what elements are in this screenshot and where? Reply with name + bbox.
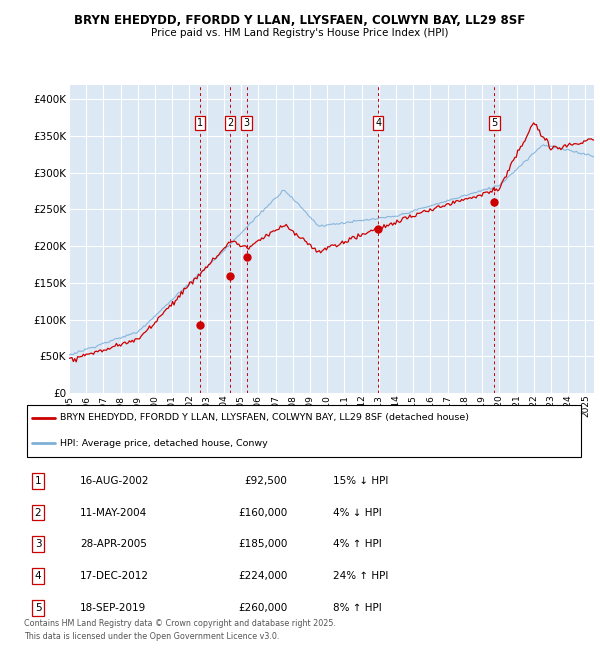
Text: 1: 1 <box>197 118 203 128</box>
Text: BRYN EHEDYDD, FFORDD Y LLAN, LLYSFAEN, COLWYN BAY, LL29 8SF (detached house): BRYN EHEDYDD, FFORDD Y LLAN, LLYSFAEN, C… <box>61 413 469 423</box>
Text: 4% ↓ HPI: 4% ↓ HPI <box>332 508 382 517</box>
Text: Contains HM Land Registry data © Crown copyright and database right 2025.: Contains HM Land Registry data © Crown c… <box>24 619 336 628</box>
Text: 4% ↑ HPI: 4% ↑ HPI <box>332 540 382 549</box>
Text: 24% ↑ HPI: 24% ↑ HPI <box>332 571 388 581</box>
Text: 2: 2 <box>227 118 233 128</box>
Text: £185,000: £185,000 <box>238 540 287 549</box>
Text: 4: 4 <box>375 118 381 128</box>
FancyBboxPatch shape <box>27 405 581 456</box>
Text: 2: 2 <box>35 508 41 517</box>
Text: 3: 3 <box>244 118 250 128</box>
Text: 3: 3 <box>35 540 41 549</box>
Text: 8% ↑ HPI: 8% ↑ HPI <box>332 603 382 613</box>
Text: 18-SEP-2019: 18-SEP-2019 <box>80 603 146 613</box>
Text: 11-MAY-2004: 11-MAY-2004 <box>80 508 148 517</box>
Text: 17-DEC-2012: 17-DEC-2012 <box>80 571 149 581</box>
Text: Price paid vs. HM Land Registry's House Price Index (HPI): Price paid vs. HM Land Registry's House … <box>151 28 449 38</box>
Text: 5: 5 <box>491 118 497 128</box>
Text: 4: 4 <box>35 571 41 581</box>
Text: 1: 1 <box>35 476 41 486</box>
Text: This data is licensed under the Open Government Licence v3.0.: This data is licensed under the Open Gov… <box>24 632 280 641</box>
Text: HPI: Average price, detached house, Conwy: HPI: Average price, detached house, Conw… <box>61 439 268 448</box>
Text: 5: 5 <box>35 603 41 613</box>
Text: BRYN EHEDYDD, FFORDD Y LLAN, LLYSFAEN, COLWYN BAY, LL29 8SF: BRYN EHEDYDD, FFORDD Y LLAN, LLYSFAEN, C… <box>74 14 526 27</box>
Text: £92,500: £92,500 <box>245 476 287 486</box>
Text: £224,000: £224,000 <box>238 571 287 581</box>
Text: 28-APR-2005: 28-APR-2005 <box>80 540 147 549</box>
Text: 15% ↓ HPI: 15% ↓ HPI <box>332 476 388 486</box>
Text: £260,000: £260,000 <box>238 603 287 613</box>
Text: £160,000: £160,000 <box>238 508 287 517</box>
Text: 16-AUG-2002: 16-AUG-2002 <box>80 476 149 486</box>
